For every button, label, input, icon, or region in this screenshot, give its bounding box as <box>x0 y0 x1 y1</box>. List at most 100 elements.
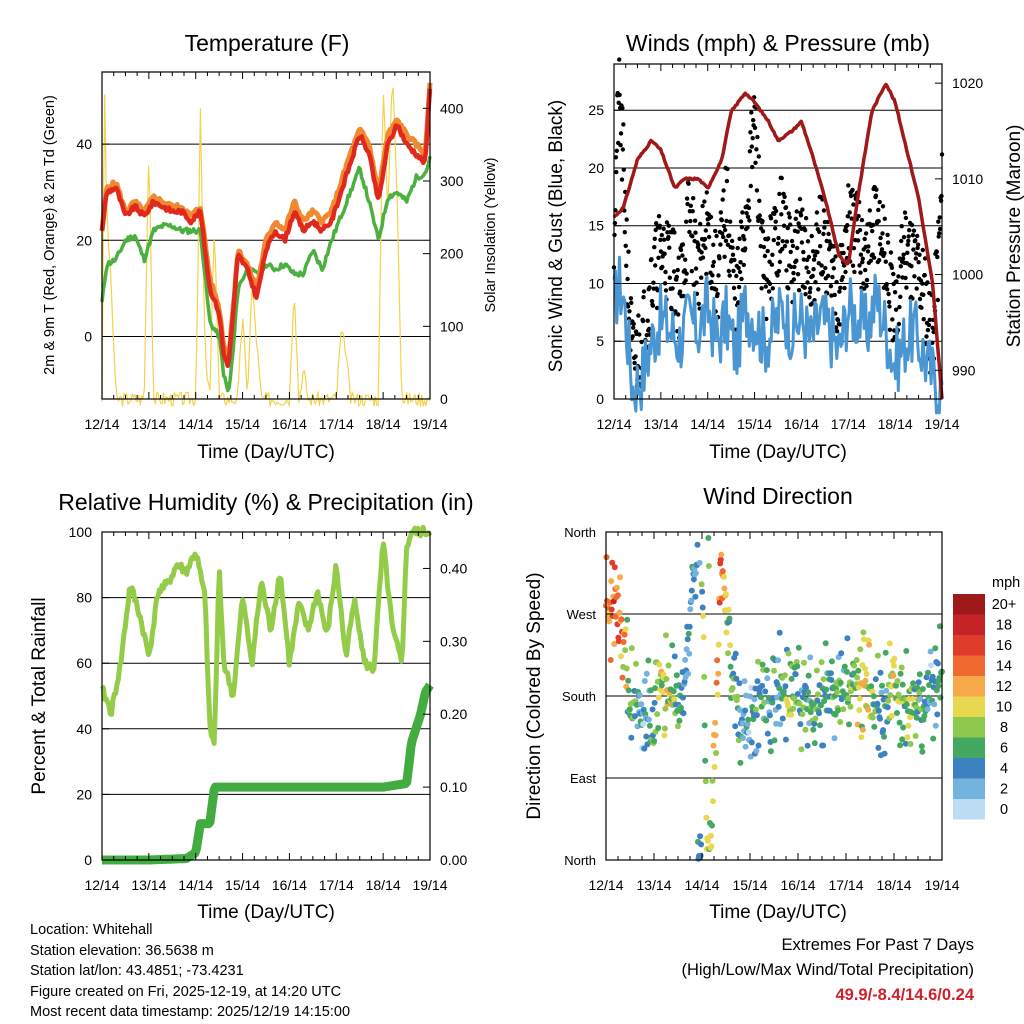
gust-point <box>781 199 786 205</box>
x-tick-label: 16/14 <box>784 416 819 432</box>
gust-point <box>917 296 923 302</box>
legend-swatch <box>953 778 985 799</box>
gust-point <box>639 339 644 345</box>
direction-point <box>818 659 825 666</box>
gust-point <box>708 214 714 220</box>
gust-point <box>856 213 861 219</box>
gust-point <box>624 263 629 268</box>
direction-point <box>776 629 783 636</box>
gust-point <box>907 228 912 233</box>
gust-point <box>905 242 910 247</box>
direction-point <box>925 669 931 676</box>
gust-point <box>740 210 745 215</box>
direction-point <box>932 645 939 652</box>
direction-point <box>715 641 722 648</box>
gust-point <box>706 234 712 240</box>
extremes-subtitle: (High/Low/Max Wind/Total Precipitation) <box>681 961 974 979</box>
y-tick-label-right: 300 <box>440 173 464 189</box>
station-location: Location: Whitehall <box>30 922 153 938</box>
y-tick-label-right: 0 <box>440 391 448 407</box>
gust-point <box>647 285 652 290</box>
gust-point <box>829 293 834 298</box>
gust-point <box>649 257 654 262</box>
gust-point <box>796 288 802 293</box>
direction-point <box>781 672 788 679</box>
gust-point <box>801 249 806 255</box>
direction-point <box>643 733 650 740</box>
gust-point <box>646 326 652 332</box>
gust-point <box>767 259 772 264</box>
direction-point <box>897 670 904 677</box>
gust-point <box>882 251 887 256</box>
gust-point <box>845 214 850 219</box>
gust-point <box>730 245 735 250</box>
direction-point <box>740 735 746 741</box>
winds-y-label: Sonic Wind & Gust (Blue, Black) <box>546 100 567 372</box>
gust-point <box>667 245 672 250</box>
direction-point <box>802 726 809 733</box>
legend-label: 12 <box>996 679 1012 695</box>
direction-point <box>879 682 885 689</box>
gust-point <box>914 286 919 291</box>
gust-point <box>700 255 706 260</box>
direction-point <box>792 671 799 678</box>
extremes-value: 49.9/-8.4/14.6/0.24 <box>835 986 974 1004</box>
gust-point <box>768 216 774 221</box>
x-tick-label: 14/14 <box>684 877 719 893</box>
gust-point <box>798 213 804 218</box>
x-tick-label: 17/14 <box>828 877 863 893</box>
direction-point <box>710 798 716 805</box>
gust-point <box>922 256 928 261</box>
gust-point <box>909 222 915 228</box>
direction-point <box>719 568 726 575</box>
gust-point <box>815 250 820 255</box>
direction-point <box>616 609 623 616</box>
gust-point <box>718 210 723 215</box>
y-tick-label: 100 <box>69 524 93 540</box>
direction-point <box>663 676 670 682</box>
gust-point <box>612 220 618 226</box>
direction-title: Wind Direction <box>703 483 853 509</box>
direction-point <box>766 712 773 719</box>
temperature-y-ticks: 0 20 40 <box>76 136 109 344</box>
direction-point <box>612 613 619 620</box>
direction-point <box>877 715 883 722</box>
gust-point <box>769 262 775 267</box>
direction-point <box>725 606 732 613</box>
gust-point <box>727 233 732 238</box>
direction-point <box>877 669 884 676</box>
winds-plot-frame <box>613 63 943 400</box>
gust-point <box>793 216 798 221</box>
direction-point <box>721 585 728 592</box>
direction-point <box>618 653 624 660</box>
direction-point <box>903 701 910 708</box>
gust-point <box>656 214 662 219</box>
gust-point <box>704 190 709 195</box>
direction-point <box>692 570 699 577</box>
gust-point <box>693 266 699 271</box>
solar-insolation-line <box>101 87 431 407</box>
direction-point <box>641 678 648 684</box>
gust-point <box>775 273 780 278</box>
direction-point <box>897 742 904 749</box>
gust-point <box>651 280 656 285</box>
direction-point <box>886 640 893 647</box>
direction-point <box>712 732 719 739</box>
gust-point <box>688 203 693 208</box>
direction-point <box>607 657 614 663</box>
gust-point <box>690 234 695 239</box>
gust-point <box>807 290 813 295</box>
direction-point <box>866 641 873 648</box>
gust-point <box>724 178 730 184</box>
gust-point <box>676 312 681 317</box>
direction-point <box>759 682 766 689</box>
direction-point <box>767 748 774 755</box>
direction-point <box>711 764 718 770</box>
direction-point <box>834 689 841 696</box>
gust-point <box>760 218 765 224</box>
direction-point <box>654 711 661 718</box>
legend-swatch <box>953 676 985 697</box>
x-tick-label: 15/14 <box>225 877 260 893</box>
x-tick-label: 12/14 <box>84 416 119 432</box>
direction-point <box>788 675 795 682</box>
